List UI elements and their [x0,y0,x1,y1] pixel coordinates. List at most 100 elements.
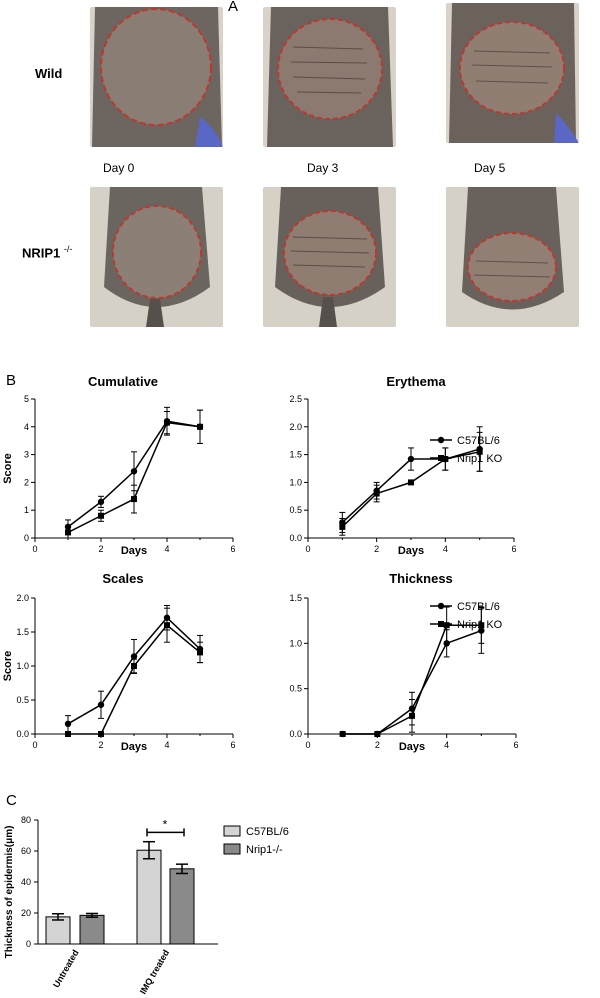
data-point-square [164,419,170,426]
y-tick-label: 1.0 [289,638,302,648]
data-point-square [476,448,483,455]
legend-label: Nrip1 KO [457,619,503,631]
x-tick-label: 4 [164,740,169,750]
y-tick-label: 1 [24,505,29,515]
mouse-photo-nrip1-day3 [263,187,396,327]
day-label-0: Day 0 [103,161,135,175]
x-axis-label: Days [398,545,424,557]
legend-swatch [223,843,241,855]
data-point-square [442,456,449,463]
y-tick-label: 2.0 [289,422,302,432]
x-tick-label: 4 [444,740,449,750]
x-tick-label: 4 [443,544,448,554]
x-tick-label: 2 [374,544,379,554]
chart-title: Cumulative [88,374,158,389]
chart-scales: Scales 0 2 4 6 0.0 0.5 1.0 1.5 2.0 Days Score [2,572,236,753]
bar-nrip1 [169,868,195,945]
mouse-photo-nrip1-day0 [90,187,223,327]
y-tick-label: 1.0 [16,661,29,671]
legend-label: C57BL/6 [246,826,289,838]
y-tick-label: 0.5 [289,505,302,515]
y-tick-label: 0 [24,533,29,543]
chart-thickness: Thickness 0 2 4 6 0.0 0.5 1.0 1.5 Days C57BL/6 Nrip… [289,572,518,753]
legend-label: C57BL/6 [457,601,500,613]
x-tick-label: 0 [305,544,310,554]
mouse-photo-wild-day0 [90,7,223,147]
data-point-square [478,622,485,629]
data-point-square [98,512,104,519]
data-point-square [131,663,137,669]
data-point-circle [407,455,415,463]
y-tick-label: 0.0 [289,533,302,543]
data-point-circle [130,468,138,475]
legend-label: Nrip1-/- [246,844,283,856]
legend-marker-circle [437,436,445,444]
x-tick-label: 2 [375,740,380,750]
day-label-5: Day 5 [474,161,506,175]
panel-b-letter: B [6,372,17,389]
chart-title: Thickness [389,572,453,586]
data-point-square [373,490,380,497]
y-tick-label: 1.5 [289,450,302,460]
mouse-photo-nrip1-day5 [446,187,579,327]
legend-marker-square [438,455,444,461]
day-label-3: Day 3 [307,161,339,175]
row-label-wild: Wild [35,66,63,81]
data-point-square [98,731,104,737]
y-tick-label: 0.5 [289,684,302,694]
y-axis-label: Thickness of epidermis(μm) [4,826,15,959]
mouse-photo-wild-day5 [446,3,579,143]
x-tick-label: 4 [164,544,169,554]
legend-marker-square [438,621,444,627]
x-tick-label: 6 [230,544,235,554]
y-tick-label: 2 [24,477,29,487]
data-point-square [409,712,415,719]
legend-marker-circle [437,602,445,610]
bar-nrip1 [79,914,105,945]
legend-swatch [223,825,241,837]
y-tick-label: 40 [21,877,31,887]
y-tick-label: 1.5 [16,627,29,637]
data-point-square [65,731,71,737]
y-tick-label: 2.0 [16,593,29,603]
y-tick-label: 1.0 [289,477,302,487]
data-point-square [443,622,450,629]
row-label-nrip1-text: NRIP1 [22,245,61,261]
data-point-square [65,529,71,536]
y-tick-label: 3 [24,450,29,460]
x-axis-label: Days [121,545,147,557]
x-tick-label: 6 [230,740,235,750]
data-point-square [164,622,170,629]
x-tick-label: 2 [98,740,103,750]
y-tick-label: 0.5 [16,695,29,705]
y-tick-label: 1.5 [289,593,302,603]
row-label-nrip1: NRIP1 -/- [22,244,72,260]
data-point-square [408,479,414,486]
data-point-circle [97,701,105,708]
chart-erythema: Erythema 0 2 4 6 0.0 0.5 1.0 1.5 2.0 2.5 Days C57BL/… [289,374,516,557]
bar-c57bl6 [45,916,71,945]
x-tick-label: 0 [32,544,37,554]
x-axis-label: Days [399,741,425,753]
mouse-photo-wild-day3 [263,7,396,147]
data-point-square [197,423,203,430]
data-point-circle [97,498,105,506]
y-tick-label: 20 [21,908,31,918]
x-tick-label: 6 [513,740,518,750]
data-point-square [131,496,137,503]
chart-epidermis: 0 20 40 60 80 Thickness of epidermis(μm) Untre… [4,815,289,996]
y-axis-label: Score [2,453,14,484]
chart-title: Scales [102,572,143,586]
y-tick-label: 60 [21,846,31,856]
y-tick-label: 0 [26,939,31,949]
data-point-square [339,523,346,530]
x-axis-label: Days [121,741,147,753]
panel-a-letter: A [228,0,239,15]
legend-label: Nrip1 KO [457,453,503,465]
y-tick-label: 0.0 [289,729,302,739]
category-label: Untreated [51,948,81,989]
y-tick-label: 80 [21,815,31,825]
data-point-circle [64,720,72,727]
data-point-square [339,731,346,737]
chart-title: Erythema [386,374,446,389]
